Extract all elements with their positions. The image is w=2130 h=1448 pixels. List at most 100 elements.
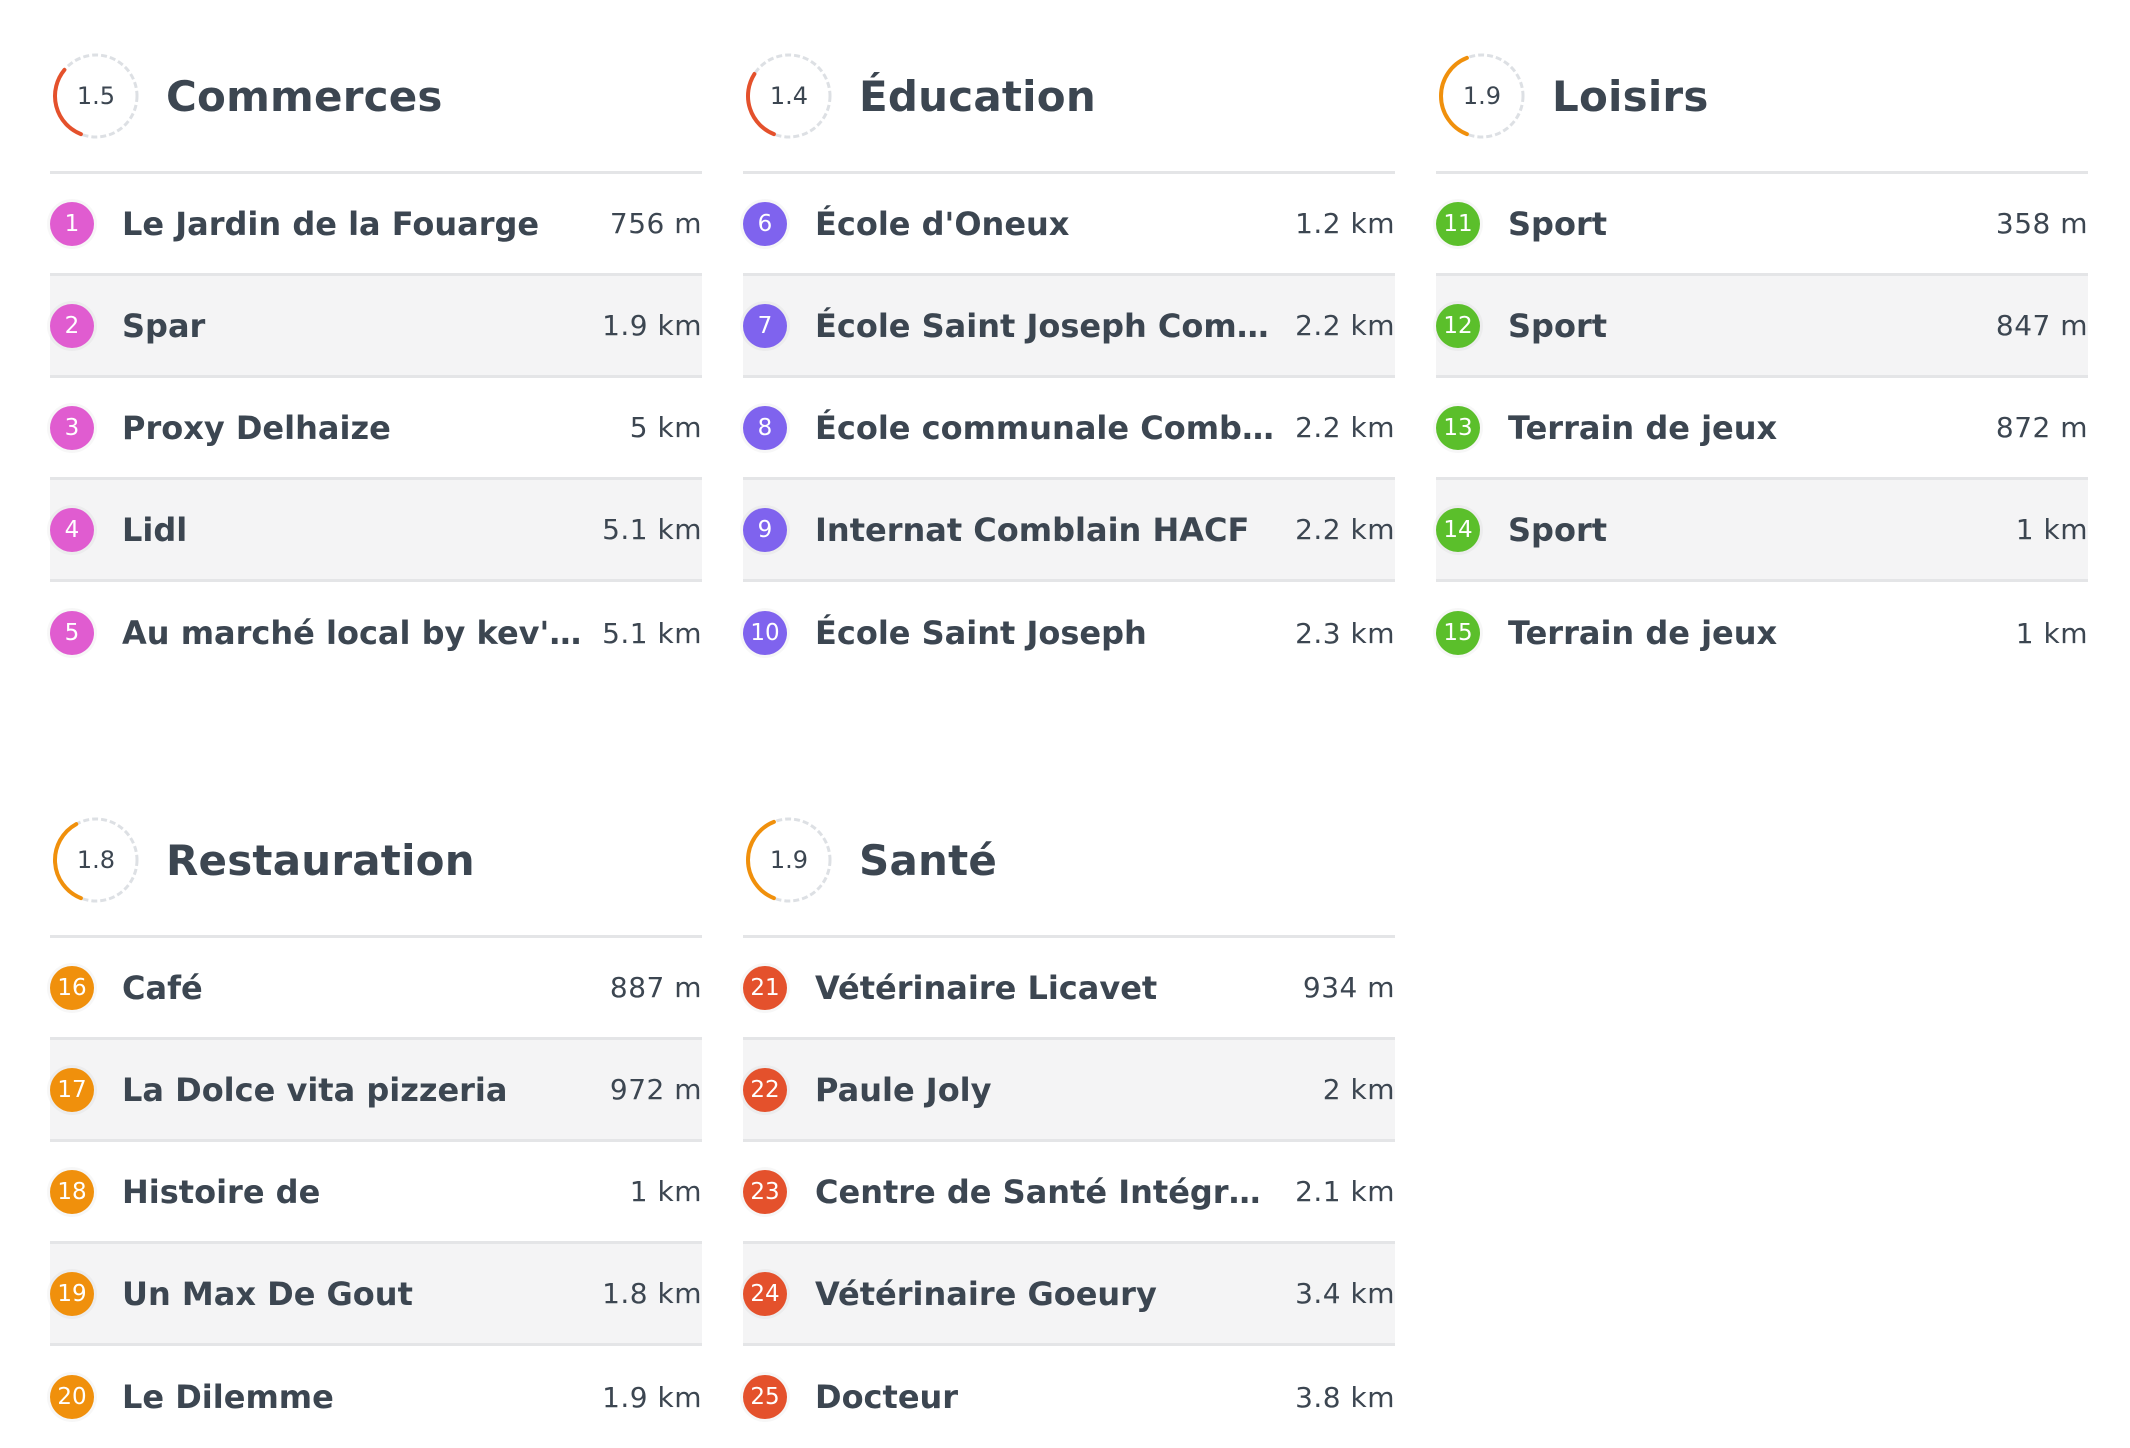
poi-distance: 2.2 km [1295, 309, 1395, 342]
list-item[interactable]: 14 Sport 1 km [1436, 480, 2088, 582]
poi-list: 11 Sport 358 m 12 Sport 847 m 13 Terrain de j… [1436, 174, 2088, 684]
poi-name: Paule Joly [815, 1070, 992, 1109]
poi-distance: 756 m [609, 207, 702, 240]
list-item[interactable]: 23 Centre de Santé Intégrée d... 2.1 km [743, 1142, 1395, 1244]
card-title: Éducation [859, 71, 1096, 121]
number-badge: 15 [1436, 611, 1480, 655]
poi-distance: 3.4 km [1295, 1277, 1395, 1310]
list-item[interactable]: 20 Le Dilemme 1.9 km [50, 1346, 702, 1448]
score-value: 1.5 [76, 82, 116, 110]
score-gauge-icon: 1.9 [743, 814, 835, 906]
list-item[interactable]: 4 Lidl 5.1 km [50, 480, 702, 582]
poi-distance: 2.2 km [1295, 411, 1395, 444]
score-gauge-icon: 1.8 [50, 814, 142, 906]
card-header: 1.9 Santé [743, 812, 1395, 938]
list-item[interactable]: 8 École communale Comblain 2.2 km [743, 378, 1395, 480]
poi-name: Histoire de [122, 1172, 321, 1211]
list-item[interactable]: 1 Le Jardin de la Fouarge 756 m [50, 174, 702, 276]
score-value: 1.8 [76, 846, 116, 874]
score-gauge-icon: 1.5 [50, 50, 142, 142]
number-badge: 8 [743, 405, 787, 450]
list-item[interactable]: 21 Vétérinaire Licavet 934 m [743, 938, 1395, 1040]
poi-distance: 1 km [2015, 513, 2088, 546]
number-badge: 20 [50, 1375, 94, 1419]
poi-name: École Saint Joseph Comblain [815, 306, 1280, 345]
number-badge: 6 [743, 201, 787, 246]
poi-name: Au marché local by kev's c... [122, 614, 587, 652]
poi-name: Centre de Santé Intégrée d... [815, 1172, 1279, 1211]
poi-distance: 934 m [1302, 971, 1395, 1004]
number-badge: 19 [50, 1271, 94, 1316]
card-education: 1.4 Éducation 6 École d'Oneux 1.2 km 7 Écol… [743, 48, 1395, 684]
poi-distance: 872 m [1995, 411, 2088, 444]
card-header: 1.9 Loisirs [1436, 48, 2088, 174]
list-item[interactable]: 18 Histoire de 1 km [50, 1142, 702, 1244]
poi-name: Terrain de jeux [1508, 408, 1778, 447]
number-badge: 10 [743, 611, 787, 655]
list-item[interactable]: 3 Proxy Delhaize 5 km [50, 378, 702, 480]
list-item[interactable]: 6 École d'Oneux 1.2 km [743, 174, 1395, 276]
poi-distance: 5.1 km [602, 616, 702, 650]
poi-name: Vétérinaire Licavet [815, 968, 1158, 1007]
poi-name: Proxy Delhaize [122, 408, 391, 447]
card-title: Loisirs [1552, 71, 1709, 121]
number-badge: 7 [743, 303, 787, 348]
poi-name: Sport [1508, 204, 1608, 243]
poi-list: 21 Vétérinaire Licavet 934 m 22 Paule Joly 2… [743, 938, 1395, 1448]
poi-distance: 1.9 km [602, 1380, 702, 1414]
poi-distance: 3.8 km [1295, 1380, 1395, 1414]
poi-distance: 2.2 km [1295, 513, 1395, 546]
number-badge: 22 [743, 1067, 787, 1112]
poi-distance: 358 m [1995, 207, 2088, 240]
card-title: Santé [859, 835, 998, 885]
number-badge: 17 [50, 1067, 94, 1112]
poi-distance: 2.1 km [1295, 1175, 1395, 1208]
poi-list: 6 École d'Oneux 1.2 km 7 École Saint Joseph… [743, 174, 1395, 684]
poi-distance: 972 m [609, 1073, 702, 1106]
poi-distance: 2 km [1322, 1073, 1395, 1106]
poi-name: Vétérinaire Goeury [815, 1274, 1157, 1313]
list-item[interactable]: 9 Internat Comblain HACF 2.2 km [743, 480, 1395, 582]
score-gauge-icon: 1.9 [1436, 50, 1528, 142]
poi-name: Terrain de jeux [1508, 614, 1778, 652]
number-badge: 25 [743, 1375, 787, 1419]
poi-distance: 1.9 km [602, 309, 702, 342]
score-value: 1.9 [1462, 82, 1502, 110]
number-badge: 23 [743, 1169, 787, 1214]
list-item[interactable]: 15 Terrain de jeux 1 km [1436, 582, 2088, 684]
list-item[interactable]: 11 Sport 358 m [1436, 174, 2088, 276]
list-item[interactable]: 16 Café 887 m [50, 938, 702, 1040]
list-item[interactable]: 22 Paule Joly 2 km [743, 1040, 1395, 1142]
poi-distance: 1 km [629, 1175, 702, 1208]
card-header: 1.8 Restauration [50, 812, 702, 938]
list-item[interactable]: 13 Terrain de jeux 872 m [1436, 378, 2088, 480]
list-item[interactable]: 12 Sport 847 m [1436, 276, 2088, 378]
poi-distance: 887 m [609, 971, 702, 1004]
number-badge: 1 [50, 201, 94, 246]
number-badge: 16 [50, 965, 94, 1010]
number-badge: 4 [50, 507, 94, 552]
number-badge: 12 [1436, 303, 1480, 348]
number-badge: 2 [50, 303, 94, 348]
poi-distance: 1.8 km [602, 1277, 702, 1310]
score-gauge-icon: 1.4 [743, 50, 835, 142]
number-badge: 13 [1436, 405, 1480, 450]
poi-name: Sport [1508, 306, 1608, 345]
list-item[interactable]: 7 École Saint Joseph Comblain 2.2 km [743, 276, 1395, 378]
card-title: Restauration [166, 835, 475, 885]
list-item[interactable]: 17 La Dolce vita pizzeria 972 m [50, 1040, 702, 1142]
poi-name: Internat Comblain HACF [815, 510, 1250, 549]
list-item[interactable]: 25 Docteur 3.8 km [743, 1346, 1395, 1448]
list-item[interactable]: 2 Spar 1.9 km [50, 276, 702, 378]
number-badge: 21 [743, 965, 787, 1010]
list-item[interactable]: 24 Vétérinaire Goeury 3.4 km [743, 1244, 1395, 1346]
number-badge: 9 [743, 507, 787, 552]
number-badge: 11 [1436, 201, 1480, 246]
number-badge: 14 [1436, 507, 1480, 552]
list-item[interactable]: 10 École Saint Joseph 2.3 km [743, 582, 1395, 684]
list-item[interactable]: 19 Un Max De Gout 1.8 km [50, 1244, 702, 1346]
poi-name: Lidl [122, 510, 188, 549]
poi-name: École d'Oneux [815, 204, 1070, 243]
poi-name: Sport [1508, 510, 1608, 549]
list-item[interactable]: 5 Au marché local by kev's c... 5.1 km [50, 582, 702, 684]
